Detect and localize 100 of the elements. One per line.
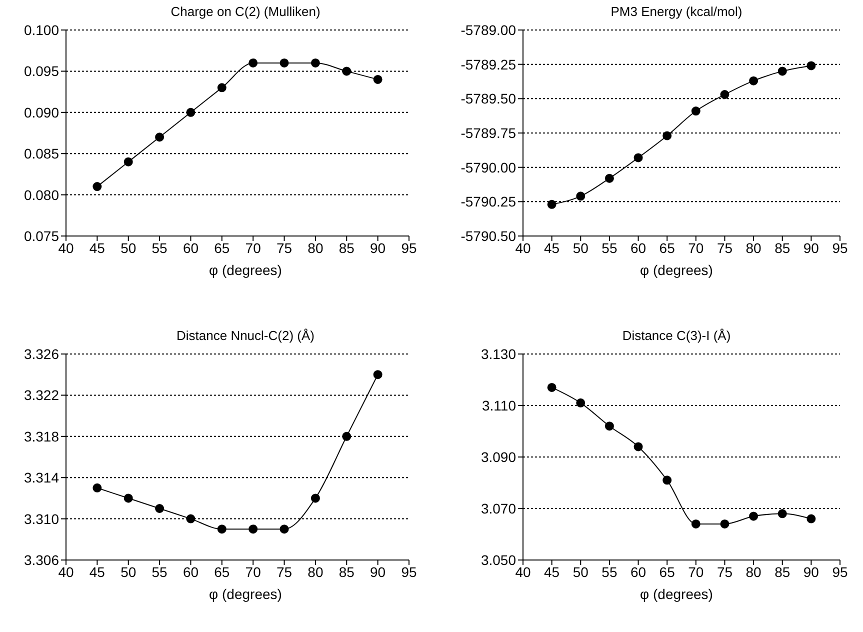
point <box>634 442 643 452</box>
x-tick-label: 40 <box>58 240 74 256</box>
x-axis-title: φ (degrees) <box>639 586 714 602</box>
x-axis-title: φ (degrees) <box>639 262 714 278</box>
y-tick-label: 0.085 <box>24 146 60 162</box>
x-tick-label: 75 <box>276 564 292 580</box>
point <box>124 494 133 503</box>
point <box>342 432 352 441</box>
y-tick-label: 0.080 <box>24 186 60 203</box>
x-tick-label: 80 <box>746 564 762 580</box>
point <box>186 514 196 524</box>
x-tick-label: 90 <box>370 240 386 256</box>
x-tick-label: 85 <box>338 240 355 256</box>
y-tick-label: 3.326 <box>24 346 60 362</box>
chart-title: PM3 Energy (kcal/mol) <box>610 4 744 21</box>
chart-title: Charge on C(2) (Mulliken) <box>170 4 322 21</box>
x-tick-label: 50 <box>120 240 136 256</box>
x-tick-label: 95 <box>832 564 848 580</box>
point <box>720 519 730 528</box>
x-tick-label: 45 <box>544 564 560 580</box>
y-tick-label: 0.090 <box>24 104 60 120</box>
point <box>778 66 787 76</box>
point <box>373 370 382 380</box>
point <box>806 514 816 524</box>
x-tick-label: 80 <box>308 564 324 580</box>
point <box>749 512 758 521</box>
point <box>547 200 556 209</box>
x-tick-label: 40 <box>515 240 531 256</box>
x-tick-label: 75 <box>276 240 292 256</box>
point <box>92 483 102 492</box>
y-tick-label: 3.306 <box>24 552 60 568</box>
x-tick-label: 70 <box>688 564 704 580</box>
point <box>373 74 382 84</box>
point <box>186 108 196 117</box>
x-tick-label: 95 <box>401 240 417 256</box>
point <box>280 524 289 534</box>
x-tick-label: 60 <box>182 240 199 256</box>
point <box>604 174 614 183</box>
point <box>576 398 586 408</box>
point <box>124 157 133 166</box>
x-tick-label: 70 <box>245 240 262 256</box>
x-tick-label: 80 <box>746 240 762 256</box>
point <box>778 509 787 518</box>
y-tick-label: 3.322 <box>24 387 60 404</box>
y-tick-label: -5790.50 <box>460 228 516 244</box>
y-tick-label: -5790.00 <box>460 159 516 176</box>
x-tick-label: 55 <box>152 564 168 580</box>
point <box>310 58 320 68</box>
y-tick-label: 3.318 <box>24 428 60 444</box>
point <box>576 192 586 201</box>
x-tick-label: 85 <box>774 564 790 580</box>
point <box>280 58 289 68</box>
y-tick-label: 3.050 <box>480 552 516 568</box>
point <box>806 61 816 70</box>
x-tick-label: 60 <box>630 564 646 580</box>
point <box>634 153 643 162</box>
y-tick-label: -5790.25 <box>460 194 516 210</box>
x-axis-title: φ (degrees) <box>208 262 283 278</box>
point <box>342 66 352 76</box>
point <box>547 382 556 392</box>
x-tick-label: 85 <box>338 564 355 580</box>
x-tick-label: 65 <box>659 564 676 580</box>
x-tick-label: 90 <box>370 564 386 580</box>
x-tick-label: 80 <box>308 240 324 256</box>
point <box>310 494 320 503</box>
point <box>217 524 226 534</box>
point <box>691 106 700 116</box>
x-tick-label: 90 <box>803 564 820 580</box>
x-tick-label: 65 <box>214 240 230 256</box>
x-tick-label: 55 <box>602 240 618 256</box>
x-tick-label: 45 <box>89 564 106 580</box>
y-tick-label: 0.100 <box>24 22 60 38</box>
y-tick-label: -5789.75 <box>460 124 516 141</box>
x-tick-label: 70 <box>688 240 704 256</box>
x-tick-label: 75 <box>716 240 733 256</box>
x-tick-label: 85 <box>774 240 790 256</box>
y-tick-label: 3.310 <box>24 510 60 527</box>
point <box>662 476 672 485</box>
x-tick-label: 50 <box>572 564 589 580</box>
x-tick-label: 60 <box>630 240 646 256</box>
x-tick-label: 55 <box>602 564 618 580</box>
y-tick-label: 0.075 <box>24 228 60 244</box>
x-tick-label: 65 <box>659 240 676 256</box>
y-tick-label: 3.070 <box>480 500 516 516</box>
y-tick-label: -5789.50 <box>460 90 516 107</box>
x-tick-label: 45 <box>89 240 106 256</box>
point <box>155 504 164 513</box>
point <box>217 83 226 92</box>
x-tick-label: 40 <box>515 564 531 580</box>
x-tick-label: 95 <box>401 564 417 580</box>
y-tick-label: 3.090 <box>480 448 516 465</box>
x-tick-label: 95 <box>832 240 848 256</box>
point <box>691 519 700 528</box>
x-axis-title: φ (degrees) <box>208 586 283 602</box>
x-tick-label: 90 <box>803 240 820 256</box>
x-tick-label: 55 <box>152 240 168 256</box>
chart-title: Distance Nnucl-C(2) (Å) <box>176 328 316 345</box>
x-tick-label: 50 <box>572 240 589 256</box>
chart-title: Distance C(3)-I (Å) <box>621 328 732 345</box>
y-tick-label: -5789.25 <box>460 56 516 72</box>
